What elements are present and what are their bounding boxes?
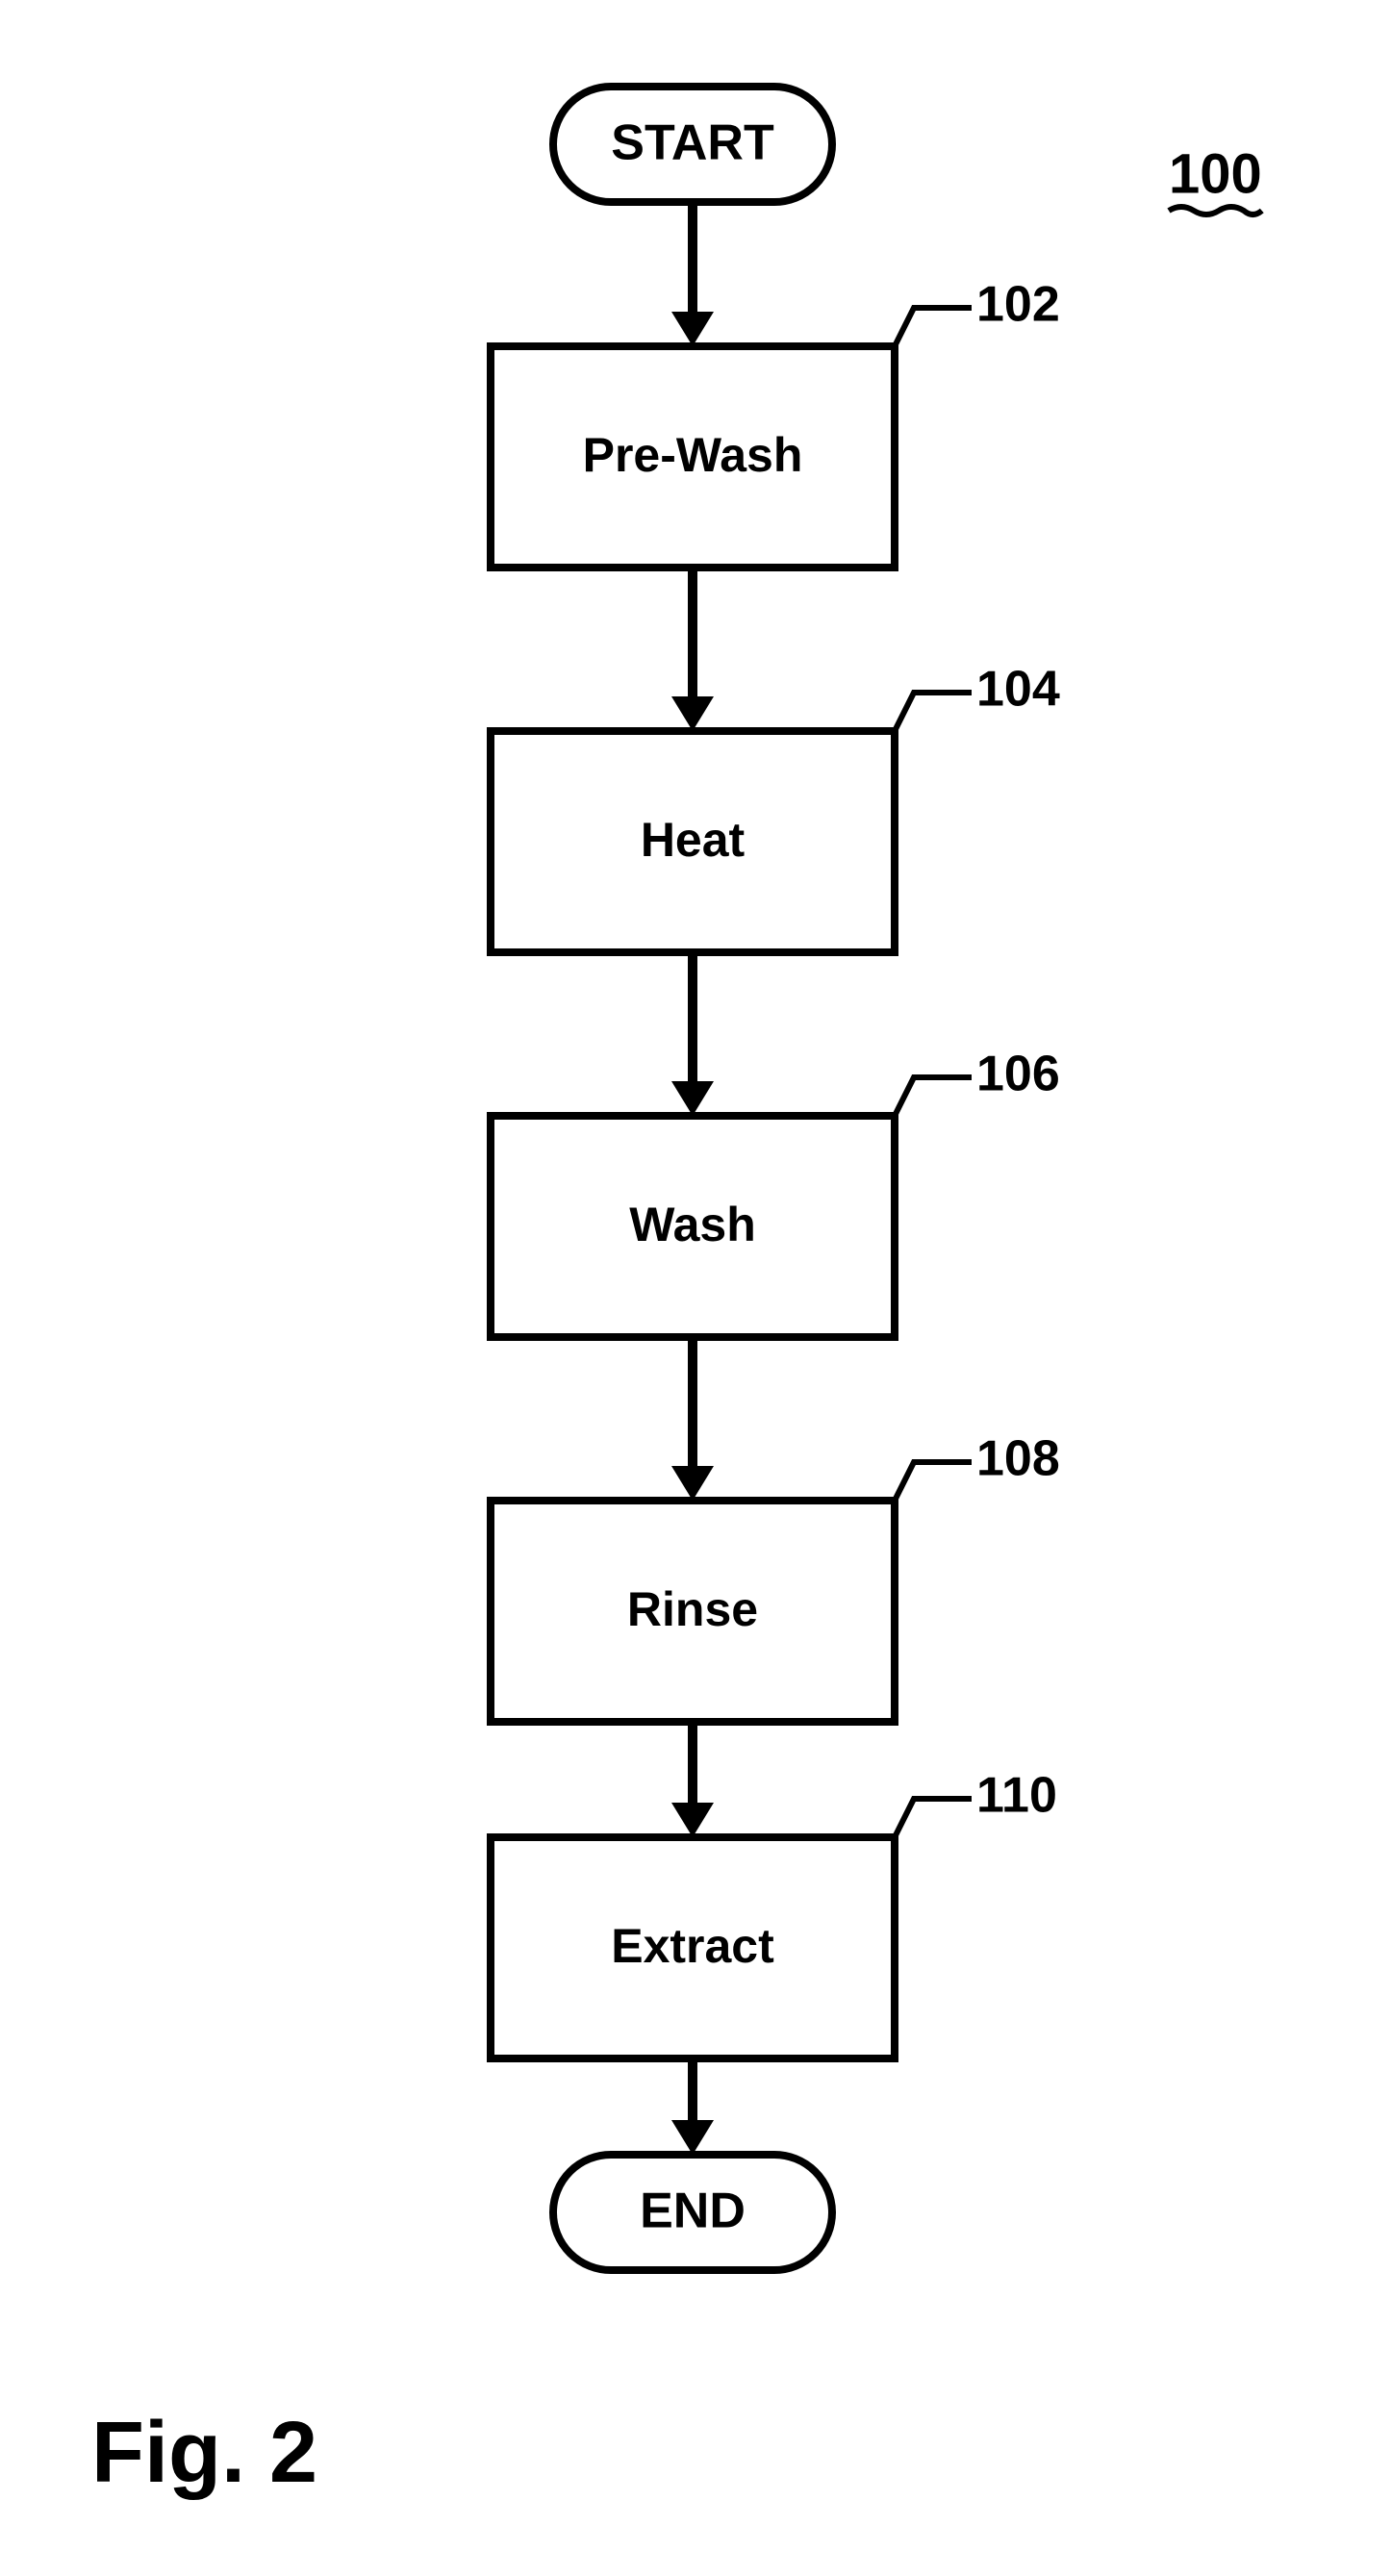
figure-ref-number: 100 <box>1169 142 1262 205</box>
pre-wash-ref: 102 <box>976 277 1060 333</box>
heat-ref: 104 <box>976 662 1060 718</box>
wash-leader <box>895 1077 972 1116</box>
flow-arrow-head <box>671 1081 714 1116</box>
extract-ref: 110 <box>976 1768 1057 1824</box>
wash-ref: 106 <box>976 1047 1060 1102</box>
end-label: END <box>640 2184 746 2239</box>
heat-label: Heat <box>641 813 746 867</box>
figure-ref-underline <box>1169 207 1262 215</box>
extract-leader <box>895 1799 972 1837</box>
pre-wash-leader <box>895 308 972 346</box>
extract-label: Extract <box>611 1919 774 1973</box>
wash-label: Wash <box>629 1198 756 1251</box>
flow-arrow-head <box>671 2120 714 2155</box>
flow-arrow-head <box>671 1803 714 1837</box>
rinse-leader <box>895 1462 972 1501</box>
rinse-label: Rinse <box>627 1582 758 1636</box>
rinse-ref: 108 <box>976 1431 1060 1487</box>
pre-wash-label: Pre-Wash <box>583 428 803 482</box>
flow-arrow-head <box>671 312 714 346</box>
heat-leader <box>895 693 972 731</box>
flow-arrow-head <box>671 696 714 731</box>
start-label: START <box>611 115 774 171</box>
figure-caption: Fig. 2 <box>91 2405 317 2501</box>
flow-arrow-head <box>671 1466 714 1501</box>
